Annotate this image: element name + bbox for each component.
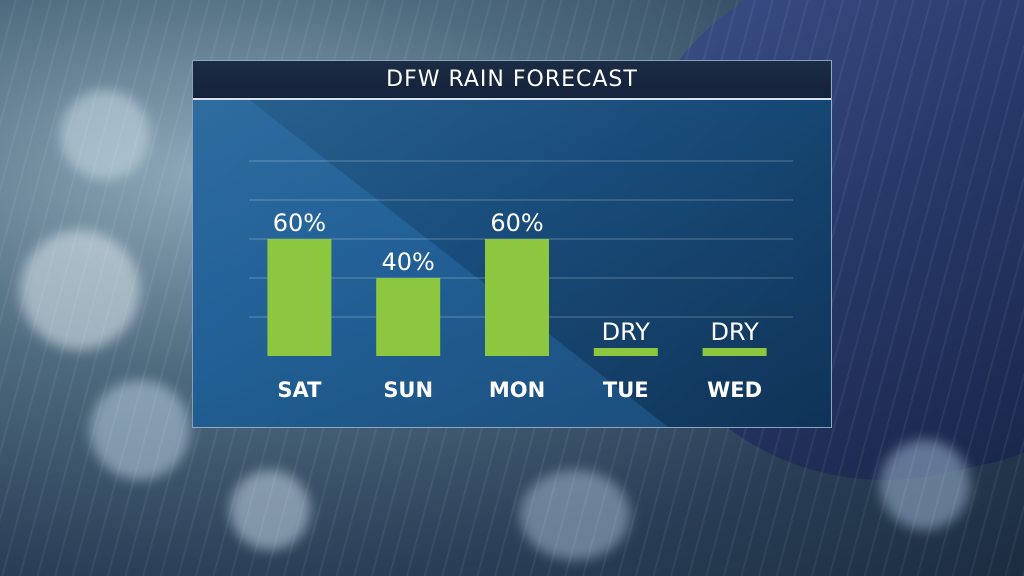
data-label-wed: DRY <box>710 318 759 346</box>
data-label-tue: DRY <box>602 318 651 346</box>
panel-title-bar: DFW RAIN FORECAST <box>193 61 831 100</box>
bokeh-light <box>60 90 150 180</box>
data-label-sun: 40% <box>382 248 435 276</box>
bar-sat <box>267 239 332 356</box>
category-label-sat: SAT <box>277 378 322 402</box>
category-label-tue: TUE <box>603 378 649 402</box>
forecast-panel: DFW RAIN FORECAST 60% SAT 40% SUN 60% MON DRY T… <box>192 60 832 428</box>
bar-tue <box>593 348 658 356</box>
data-label-sat: 60% <box>273 209 326 237</box>
bar-mon <box>485 239 549 356</box>
chart-title: DFW RAIN FORECAST <box>386 67 638 92</box>
category-label-wed: WED <box>707 378 762 402</box>
bar-wed <box>702 348 767 356</box>
data-label-mon: 60% <box>490 209 543 237</box>
category-label-sun: SUN <box>383 378 433 402</box>
rain-chart: 60% SAT 40% SUN 60% MON DRY TUE DRY WED <box>249 160 793 402</box>
bokeh-light <box>90 380 190 480</box>
bokeh-light <box>20 230 140 350</box>
bar-sun <box>376 278 441 356</box>
bokeh-light <box>520 470 630 560</box>
category-label-mon: MON <box>489 378 545 402</box>
bokeh-light <box>230 470 310 550</box>
bokeh-light <box>880 440 970 530</box>
